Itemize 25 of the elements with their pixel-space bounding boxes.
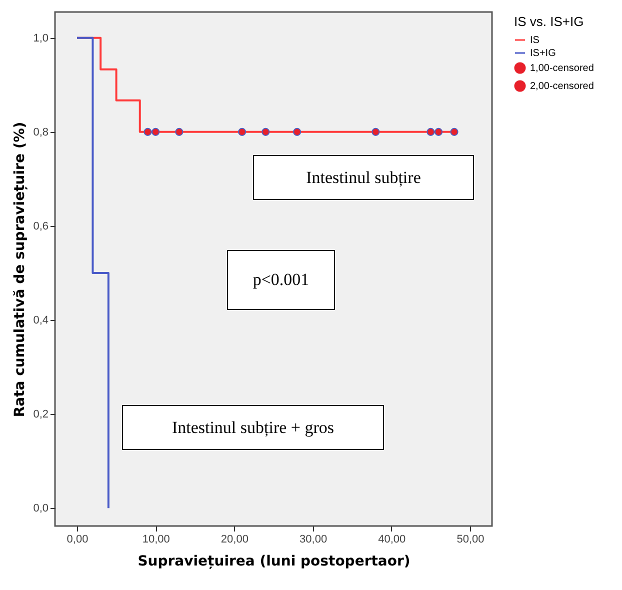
x-tick-label: 20,00 <box>220 534 248 546</box>
x-tick-label: 50,00 <box>456 534 484 546</box>
text-box: Intestinul subțire + gros <box>122 405 384 450</box>
y-tick-label: 0,2 <box>33 408 48 421</box>
legend-label: 2,00-censored <box>530 81 594 92</box>
x-axis-title: Supraviețuirea (luni postopertaor) <box>138 554 410 570</box>
text-box: Intestinul subțire <box>253 155 474 200</box>
y-axis-title: Rata cumulativă de supraviețuire (%) <box>12 122 28 418</box>
legend-label: 1,00-censored <box>530 63 594 74</box>
annotation: Intestinul subțire + gros <box>172 418 334 438</box>
x-tick-label: 40,00 <box>378 534 406 546</box>
legend-label: IS <box>530 35 540 46</box>
legend-title: IS vs. IS+IG <box>514 14 584 29</box>
y-tick-label: 1,0 <box>33 32 48 44</box>
annotation: p<0.001 <box>252 270 310 290</box>
y-tick-label: 0,4 <box>33 314 48 327</box>
y-tick-label: 0,6 <box>33 220 48 232</box>
x-tick-label: 10,00 <box>142 534 170 546</box>
y-tick-label: 0,0 <box>33 502 48 515</box>
legend-label: IS+IG <box>530 48 556 59</box>
annotation: Intestinul subțire <box>306 168 421 188</box>
y-tick-label: 0,8 <box>33 126 48 138</box>
x-tick-label: 30,00 <box>300 534 328 546</box>
text-box: p<0.001 <box>227 250 335 310</box>
x-tick-label: 0,00 <box>66 534 88 546</box>
